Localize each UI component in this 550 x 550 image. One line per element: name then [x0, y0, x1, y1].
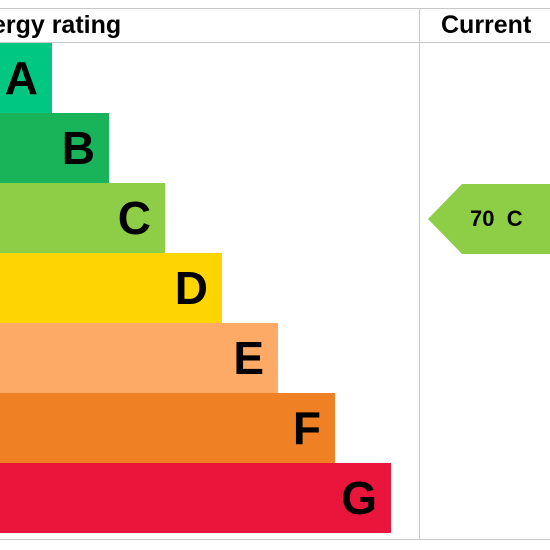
- energy-rating-heading: Energy rating: [0, 11, 122, 39]
- band-d-label: D: [174, 262, 208, 314]
- band-g-label: G: [341, 472, 377, 524]
- band-c: C: [0, 183, 165, 253]
- band-e: E: [0, 323, 278, 393]
- current-rating-arrow: [428, 184, 550, 254]
- header-border: [0, 42, 550, 43]
- band-b-label: B: [61, 122, 95, 174]
- band-d: D: [0, 253, 222, 323]
- band-b: B: [0, 113, 109, 183]
- band-f-label: F: [292, 402, 321, 454]
- bottom-border: [0, 539, 550, 540]
- current-heading: Current: [441, 11, 532, 39]
- column-divider: [419, 8, 420, 540]
- band-g: G: [0, 463, 391, 533]
- band-f: F: [0, 393, 335, 463]
- band-a: A: [0, 43, 52, 113]
- top-border: [0, 8, 550, 9]
- current-rating-label: 70 C: [470, 206, 523, 231]
- band-a-label: A: [4, 52, 38, 104]
- band-c-label: C: [117, 192, 151, 244]
- band-e-label: E: [233, 332, 264, 384]
